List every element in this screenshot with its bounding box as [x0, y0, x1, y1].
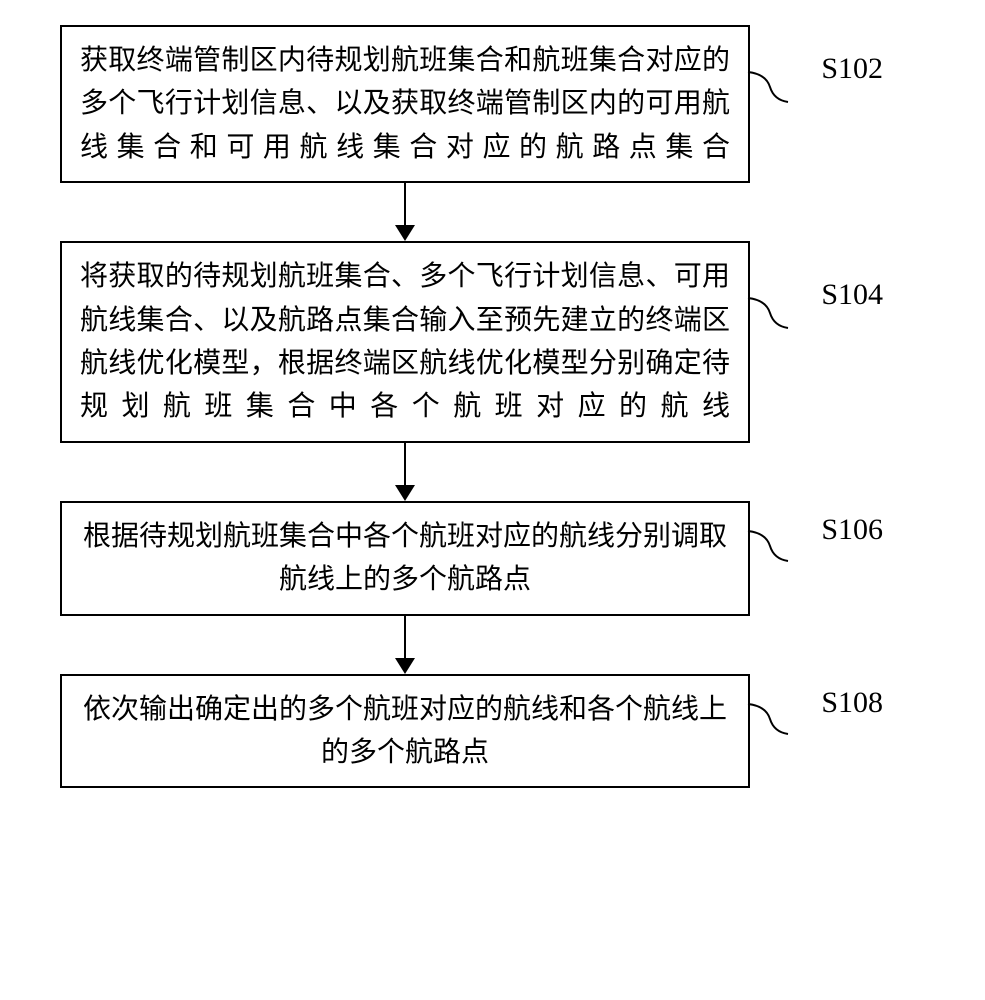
label-connector-curve [748, 531, 788, 561]
step-box-s106: 根据待规划航班集合中各个航班对应的航线分别调取航线上的多个航路点 S106 [60, 501, 750, 616]
flowchart-container: 获取终端管制区内待规划航班集合和航班集合对应的多个飞行计划信息、以及获取终端管制… [60, 25, 930, 788]
label-connector-curve [748, 298, 788, 328]
label-connector-curve [748, 72, 788, 102]
step-label: S104 [821, 278, 883, 312]
step-label: S102 [821, 52, 883, 86]
step-text: 依次输出确定出的多个航班对应的航线和各个航线上的多个航路点 [80, 688, 730, 775]
arrow-down [60, 616, 750, 674]
step-box-s108: 依次输出确定出的多个航班对应的航线和各个航线上的多个航路点 S108 [60, 674, 750, 789]
step-label: S108 [821, 686, 883, 720]
step-text: 将获取的待规划航班集合、多个飞行计划信息、可用航线集合、以及航路点集合输入至预先… [80, 255, 730, 429]
step-label: S106 [821, 513, 883, 547]
label-connector-curve [748, 704, 788, 734]
arrow-down [60, 183, 750, 241]
step-text: 获取终端管制区内待规划航班集合和航班集合对应的多个飞行计划信息、以及获取终端管制… [80, 39, 730, 169]
step-text: 根据待规划航班集合中各个航班对应的航线分别调取航线上的多个航路点 [80, 515, 730, 602]
step-box-s104: 将获取的待规划航班集合、多个飞行计划信息、可用航线集合、以及航路点集合输入至预先… [60, 241, 750, 443]
arrow-down [60, 443, 750, 501]
step-box-s102: 获取终端管制区内待规划航班集合和航班集合对应的多个飞行计划信息、以及获取终端管制… [60, 25, 750, 183]
